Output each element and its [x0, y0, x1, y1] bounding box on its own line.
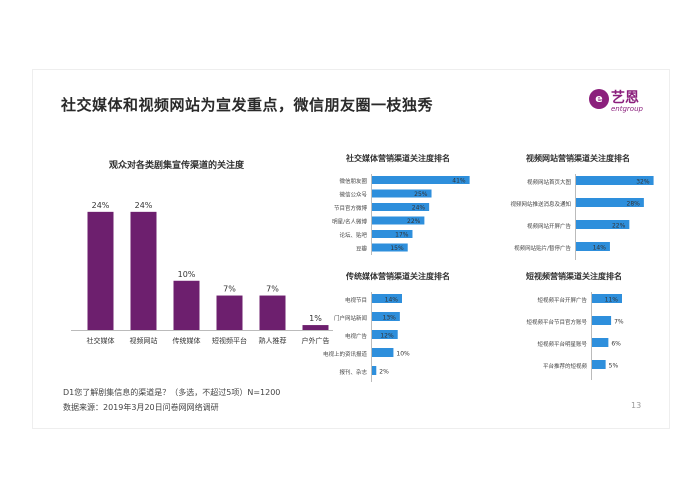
- row-label-2: 短视频平台明星账号: [537, 340, 587, 348]
- survey-question: D1您了解剧集信息的渠道是？（多选，不超过5项）N=1200: [63, 388, 281, 397]
- row-label-0: 微信朋友圈: [339, 177, 367, 185]
- category-label-3: 短视频平台: [212, 336, 247, 345]
- row-label-3: 视频网站贴片/暂停广告: [514, 244, 571, 252]
- bar-2: [372, 203, 430, 211]
- bar-value-label-5: 1%: [309, 314, 322, 323]
- bar-2: [592, 338, 609, 347]
- bar-3: [216, 295, 243, 330]
- bar-0: [372, 176, 470, 184]
- bar-value-label-3: 7%: [223, 285, 236, 294]
- traditional-media-chart-title: 传统媒体营销渠道关注度排名: [346, 272, 450, 281]
- main-bar-chart: 24% 社交媒体 24% 视频网站 10% 传统媒体 7% 短视频平台 7% 熟人推荐 1% 户外广告: [71, 201, 333, 345]
- bar-3: [372, 348, 394, 357]
- bar-4: [372, 366, 377, 375]
- bar-3: [576, 242, 610, 251]
- bar-value-label-2: 6%: [611, 341, 621, 348]
- bar-1: [130, 211, 157, 330]
- bar-2: [173, 280, 200, 330]
- row-label-3: 电视上的资讯报道: [323, 350, 368, 358]
- bar-3: [372, 216, 425, 225]
- bar-0: [372, 294, 402, 303]
- bar-3: [592, 360, 606, 369]
- category-label-1: 视频网站: [130, 336, 158, 345]
- bar-value-label-0: 41%: [452, 178, 466, 185]
- bar-5: [302, 325, 329, 330]
- row-label-5: 豆瓣: [356, 245, 368, 253]
- bar-value-label-4: 2%: [379, 369, 389, 376]
- row-label-0: 视频网站首页大图: [527, 178, 572, 186]
- bar-2: [576, 220, 630, 229]
- bar-0: [592, 294, 622, 303]
- bar-1: [372, 189, 432, 198]
- page-number: 13: [631, 401, 642, 410]
- logo-mark-icon: e: [589, 89, 609, 109]
- row-label-4: 论坛、贴吧: [339, 231, 367, 239]
- row-label-2: 视频网站开屏广告: [527, 222, 572, 230]
- bar-value-label-0: 24%: [92, 201, 110, 210]
- row-label-1: 短视频平台节目官方账号: [526, 318, 587, 326]
- video-site-chart-title: 视频网站营销渠道关注度排名: [526, 154, 630, 163]
- main-chart-title: 观众对各类剧集宣传渠道的关注度: [109, 161, 245, 171]
- bar-4: [259, 295, 286, 330]
- bar-value-label-0: 11%: [605, 297, 619, 304]
- bar-value-label-1: 13%: [383, 315, 397, 322]
- bar-value-label-4: 7%: [266, 285, 279, 294]
- category-label-5: 户外广告: [302, 336, 330, 345]
- bar-1: [372, 312, 400, 321]
- bar-value-label-3: 5%: [609, 363, 619, 370]
- bar-value-label-1: 7%: [614, 319, 624, 326]
- social-media-chart-title: 社交媒体营销渠道关注度排名: [346, 154, 450, 163]
- row-label-1: 门户网站新闻: [334, 314, 367, 322]
- bar-value-label-2: 24%: [412, 205, 426, 212]
- bar-2: [372, 330, 398, 339]
- short-video-chart-title: 短视频营销渠道关注度排名: [526, 272, 622, 281]
- bar-value-label-1: 28%: [627, 201, 641, 208]
- bar-value-label-0: 14%: [385, 297, 399, 304]
- bar-5: [372, 243, 408, 252]
- bar-0: [87, 211, 114, 330]
- slide-title: 社交媒体和视频网站为宣发重点，微信朋友圈一枝独秀: [61, 96, 434, 114]
- bar-value-label-0: 32%: [636, 179, 650, 186]
- category-label-2: 传统媒体: [173, 336, 201, 345]
- row-label-3: 平台推荐的短视频: [543, 362, 588, 370]
- row-label-3: 明星/名人微博: [332, 218, 367, 226]
- bar-1: [592, 316, 612, 325]
- row-label-0: 电视节目: [345, 296, 367, 304]
- logo-text-en: entgroup: [611, 105, 643, 113]
- row-label-2: 节目官方微博: [334, 204, 368, 212]
- bar-4: [372, 230, 413, 238]
- bar-value-label-1: 25%: [414, 191, 428, 198]
- bar-value-label-2: 10%: [178, 270, 196, 279]
- bar-value-label-3: 10%: [396, 351, 410, 358]
- short-video-bar-chart: 短视频平台开屏广告 11% 短视频平台节目官方账号 7% 短视频平台明星账号 6% 平台推荐…: [526, 292, 624, 380]
- bar-1: [576, 198, 644, 207]
- logo-text-cn: 艺恩: [611, 90, 639, 106]
- bar-0: [576, 176, 654, 185]
- row-label-0: 短视频平台开屏广告: [537, 296, 587, 304]
- data-source: 数据来源：2019年3月20日问卷网网络调研: [63, 403, 219, 412]
- video-site-bar-chart: 视频网站首页大图 32% 视频网站推送消息及通知 28% 视频网站开屏广告 22% 视频网站…: [510, 174, 654, 260]
- bar-value-label-2: 22%: [612, 223, 626, 230]
- bar-value-label-1: 24%: [135, 201, 153, 210]
- row-label-4: 报刊、杂志: [339, 368, 367, 376]
- row-label-2: 电视广告: [345, 332, 368, 340]
- slide: 社交媒体和视频网站为宣发重点，微信朋友圈一枝独秀 e 艺恩 entgroup 观…: [33, 70, 669, 428]
- category-label-4: 熟人推荐: [259, 336, 287, 345]
- bar-value-label-2: 12%: [380, 333, 394, 340]
- bar-value-label-3: 22%: [407, 218, 421, 225]
- traditional-media-bar-chart: 电视节目 14% 门户网站新闻 13% 电视广告 12% 电视上的资讯报道 10% 报刊、杂志 2…: [323, 292, 410, 382]
- social-media-bar-chart: 微信朋友圈 41% 微信公众号 25% 节目官方微博 24% 明星/名人微博 22% 论坛、贴吧…: [332, 174, 470, 255]
- bar-value-label-3: 14%: [593, 245, 607, 252]
- row-label-1: 视频网站推送消息及通知: [510, 200, 571, 208]
- entgroup-logo: e 艺恩 entgroup: [589, 85, 651, 115]
- bar-value-label-4: 17%: [395, 232, 409, 239]
- category-label-0: 社交媒体: [87, 336, 115, 345]
- bar-value-label-5: 15%: [390, 245, 404, 252]
- row-label-1: 微信公众号: [339, 191, 367, 199]
